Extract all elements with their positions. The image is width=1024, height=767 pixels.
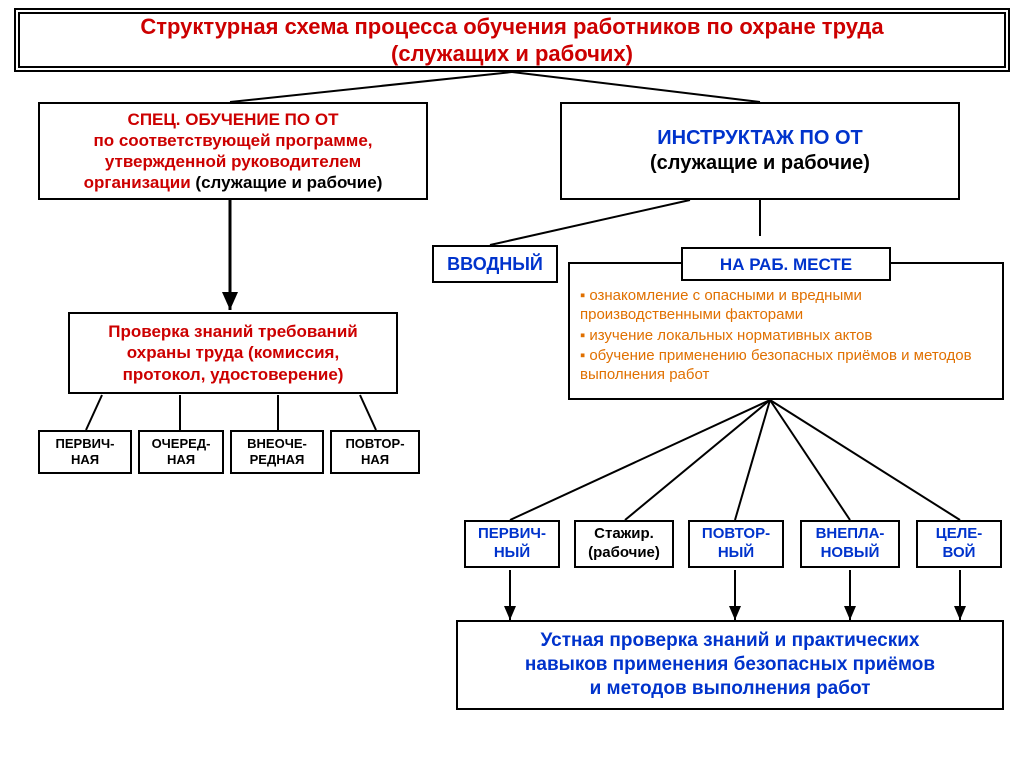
knowledge-check-box: Проверка знаний требований охраны труда … — [68, 312, 398, 394]
check-l2: охраны труда (комиссия, — [76, 342, 390, 363]
left-header-l4: организации (служащие и рабочие) — [46, 172, 420, 193]
workplace-label-box: НА РАБ. МЕСТЕ — [681, 247, 891, 281]
title-line2: (служащих и рабочих) — [26, 40, 998, 68]
workplace-bullets: ▪ознакомление с опасными и вредными прои… — [570, 279, 1002, 393]
left-header-box: СПЕЦ. ОБУЧЕНИЕ ПО ОТ по соответствующей … — [38, 102, 428, 200]
right-header-box: ИНСТРУКТАЖ ПО ОТ (служащие и рабочие) — [560, 102, 960, 200]
oral-l1: Устная проверка знаний и практических — [464, 629, 996, 653]
left-header-l1: СПЕЦ. ОБУЧЕНИЕ ПО ОТ — [46, 109, 420, 130]
briefing-repeat: ПОВТОР- НЫЙ — [688, 520, 784, 568]
check-type-regular: ОЧЕРЕД- НАЯ — [138, 430, 224, 474]
briefing-internship: Стажир. (рабочие) — [574, 520, 674, 568]
left-header-l2: по соответствующей программе, — [46, 130, 420, 151]
briefing-targeted: ЦЕЛЕ- ВОЙ — [916, 520, 1002, 568]
check-l3: протокол, удостоверение) — [76, 364, 390, 385]
left-header-l3: утвержденной руководителем — [46, 151, 420, 172]
oral-l2: навыков применения безопасных приёмов — [464, 653, 996, 677]
right-header-l1: ИНСТРУКТАЖ ПО ОТ — [568, 126, 952, 151]
workplace-bullets-box: НА РАБ. МЕСТЕ ▪ознакомление с опасными и… — [568, 262, 1004, 400]
check-l1: Проверка знаний требований — [76, 321, 390, 342]
briefing-primary: ПЕРВИЧ- НЫЙ — [464, 520, 560, 568]
oral-check-box: Устная проверка знаний и практических на… — [456, 620, 1004, 710]
title-line1: Структурная схема процесса обучения рабо… — [26, 13, 998, 41]
right-header-l2: (служащие и рабочие) — [568, 151, 952, 176]
bullet-3: ▪обучение применению безопасных приёмов … — [580, 347, 992, 385]
check-type-primary: ПЕРВИЧ- НАЯ — [38, 430, 132, 474]
check-type-repeat: ПОВТОР- НАЯ — [330, 430, 420, 474]
bullet-1: ▪ознакомление с опасными и вредными прои… — [580, 287, 992, 325]
briefing-unscheduled: ВНЕПЛА- НОВЫЙ — [800, 520, 900, 568]
diagram-title: Структурная схема процесса обучения рабо… — [14, 8, 1010, 72]
oral-l3: и методов выполнения работ — [464, 677, 996, 701]
check-type-extraordinary: ВНЕОЧЕ- РЕДНАЯ — [230, 430, 324, 474]
bullet-2: ▪изучение локальных нормативных актов — [580, 327, 992, 346]
intro-briefing-box: ВВОДНЫЙ — [432, 245, 558, 283]
